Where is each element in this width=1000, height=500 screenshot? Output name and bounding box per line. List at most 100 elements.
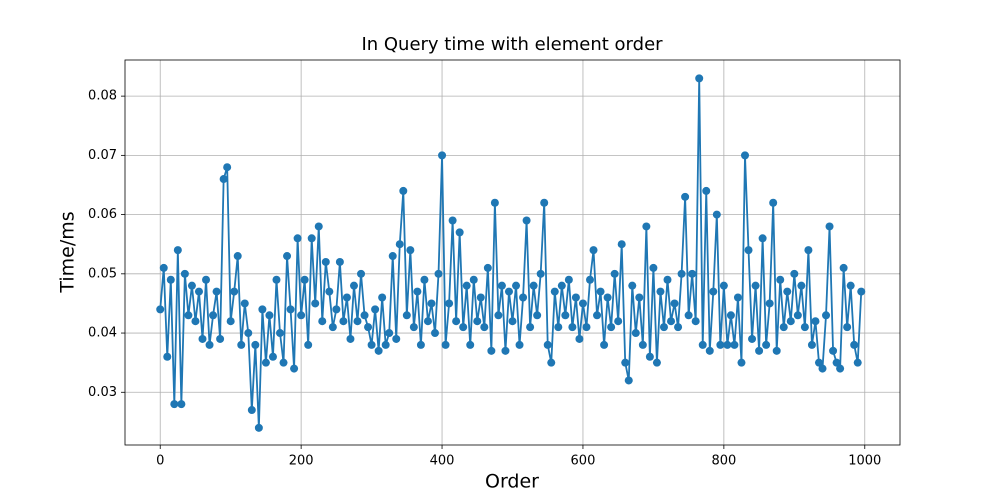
data-point (219, 175, 228, 184)
data-point (483, 263, 492, 272)
data-point (163, 352, 172, 361)
chart-title: In Query time with element order (361, 34, 663, 55)
data-point (448, 216, 457, 225)
data-point (730, 340, 739, 349)
data-point (638, 340, 647, 349)
data-point (335, 257, 344, 266)
data-point (427, 299, 436, 308)
data-point (561, 311, 570, 320)
data-point (378, 293, 387, 302)
data-point (244, 329, 253, 338)
data-point (832, 358, 841, 367)
data-point (209, 311, 218, 320)
data-point (839, 263, 848, 272)
data-point (540, 198, 549, 207)
data-point (254, 423, 263, 432)
data-point (469, 275, 478, 284)
data-point (649, 263, 658, 272)
data-point (568, 323, 577, 332)
data-point (547, 358, 556, 367)
data-point (695, 74, 704, 83)
data-point (381, 340, 390, 349)
data-point (438, 151, 447, 160)
data-point (504, 287, 513, 296)
data-point (286, 305, 295, 314)
data-point (652, 358, 661, 367)
y-tick-label: 0.04 (88, 326, 117, 341)
data-point (779, 323, 788, 332)
data-point (304, 340, 313, 349)
y-tick-label: 0.06 (88, 207, 117, 222)
data-point (497, 281, 506, 290)
data-point (755, 346, 764, 355)
data-point (624, 376, 633, 385)
data-point (674, 323, 683, 332)
data-point (719, 281, 728, 290)
data-point (656, 287, 665, 296)
data-point (762, 340, 771, 349)
data-point (758, 234, 767, 243)
data-point (814, 358, 823, 367)
data-point (596, 287, 605, 296)
data-point (829, 346, 838, 355)
data-point (279, 358, 288, 367)
data-point (261, 358, 270, 367)
data-point (825, 222, 834, 231)
data-point (494, 311, 503, 320)
data-point (487, 346, 496, 355)
data-point (737, 358, 746, 367)
data-point (349, 281, 358, 290)
data-point (522, 216, 531, 225)
data-point (202, 275, 211, 284)
data-point (367, 340, 376, 349)
plot-frame (124, 59, 901, 446)
data-point (645, 352, 654, 361)
data-point (342, 293, 351, 302)
data-point (635, 293, 644, 302)
data-point (455, 228, 464, 237)
data-point (283, 252, 292, 261)
data-point (526, 323, 535, 332)
data-point (409, 323, 418, 332)
data-point (621, 358, 630, 367)
data-point (586, 275, 594, 284)
data-point (431, 329, 439, 338)
data-point (589, 246, 598, 255)
data-point (413, 287, 422, 296)
data-point (434, 269, 443, 278)
x-tick-label: 0 (156, 454, 164, 469)
data-point (226, 317, 235, 326)
data-point (445, 299, 454, 308)
data-point (216, 334, 225, 343)
data-point (769, 198, 778, 207)
data-point (318, 317, 327, 326)
data-point (332, 305, 341, 314)
data-point (765, 299, 774, 308)
data-point (399, 186, 408, 195)
data-point (173, 246, 182, 255)
data-point (790, 269, 799, 278)
data-point (617, 240, 626, 249)
data-point (473, 317, 482, 326)
data-point (293, 234, 302, 243)
data-point (691, 317, 700, 326)
data-point (177, 400, 186, 409)
data-point (607, 323, 616, 332)
data-point (166, 275, 175, 284)
y-tick-label: 0.08 (88, 89, 117, 104)
data-point (603, 293, 612, 302)
x-tick-label: 800 (711, 454, 736, 469)
data-point (240, 299, 249, 308)
data-point (681, 192, 690, 201)
data-point (733, 293, 742, 302)
data-point (593, 311, 602, 320)
data-point (233, 252, 242, 261)
data-point (716, 340, 725, 349)
data-point (723, 340, 732, 349)
data-point (385, 329, 394, 338)
data-point (184, 311, 193, 320)
data-point (159, 263, 168, 272)
data-point (600, 340, 609, 349)
data-point (533, 311, 542, 320)
